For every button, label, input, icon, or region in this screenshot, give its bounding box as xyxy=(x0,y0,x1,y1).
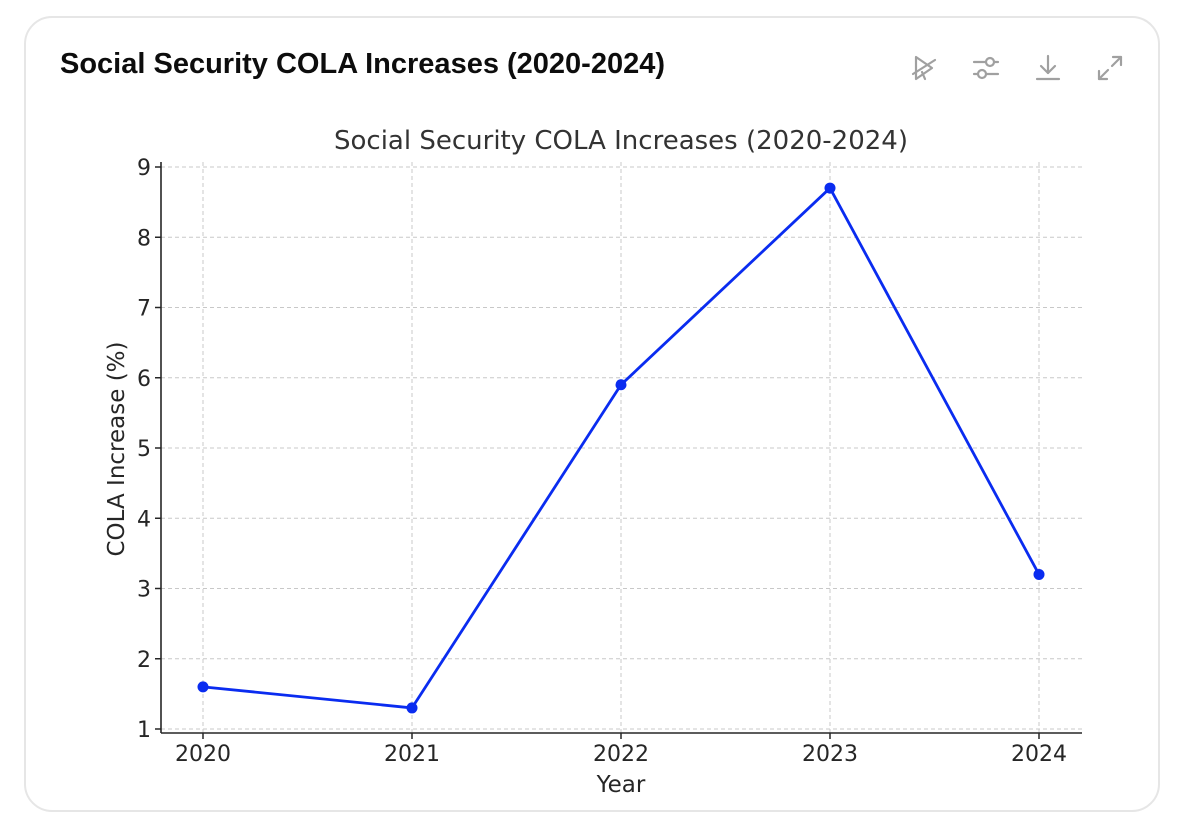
expand-icon[interactable] xyxy=(1092,50,1128,86)
grid-lines xyxy=(161,162,1082,733)
data-point xyxy=(615,379,627,391)
chart-title: Social Security COLA Increases (2020-202… xyxy=(334,126,908,156)
chart-toolbar xyxy=(906,50,1128,86)
data-point xyxy=(406,702,418,714)
y-tick-label: 7 xyxy=(137,297,151,322)
x-tick-label: 2020 xyxy=(175,742,231,767)
x-tick-label: 2021 xyxy=(384,742,440,767)
y-tick-label: 4 xyxy=(137,507,151,532)
y-axis-label: COLA Increase (%) xyxy=(104,342,130,557)
data-point xyxy=(824,182,836,194)
adjust-sliders-icon[interactable] xyxy=(968,50,1004,86)
x-tick-label: 2023 xyxy=(802,742,858,767)
y-tick-label: 2 xyxy=(137,648,151,673)
chart-interactive-off-icon[interactable] xyxy=(906,50,942,86)
series-layer xyxy=(197,182,1045,714)
y-tick-label: 1 xyxy=(137,718,151,743)
y-tick-labels: 1 2 3 4 5 6 7 8 9 xyxy=(137,156,151,743)
card-title: Social Security COLA Increases (2020-202… xyxy=(60,48,666,80)
download-icon[interactable] xyxy=(1030,50,1066,86)
y-tick-label: 8 xyxy=(137,226,151,251)
x-tick-label: 2022 xyxy=(593,742,649,767)
x-tick-labels: 2020 2021 2022 2023 2024 xyxy=(175,742,1067,767)
axes xyxy=(155,162,1082,739)
chart-card: Social Security COLA Increases (2020-202… xyxy=(24,16,1160,812)
data-point xyxy=(1033,568,1045,580)
y-tick-label: 5 xyxy=(137,437,151,462)
x-axis-label: Year xyxy=(596,772,646,798)
y-tick-label: 9 xyxy=(137,156,151,181)
data-point xyxy=(197,681,209,693)
x-tick-label: 2024 xyxy=(1011,742,1067,767)
y-tick-label: 3 xyxy=(137,578,151,603)
y-tick-label: 6 xyxy=(137,367,151,392)
